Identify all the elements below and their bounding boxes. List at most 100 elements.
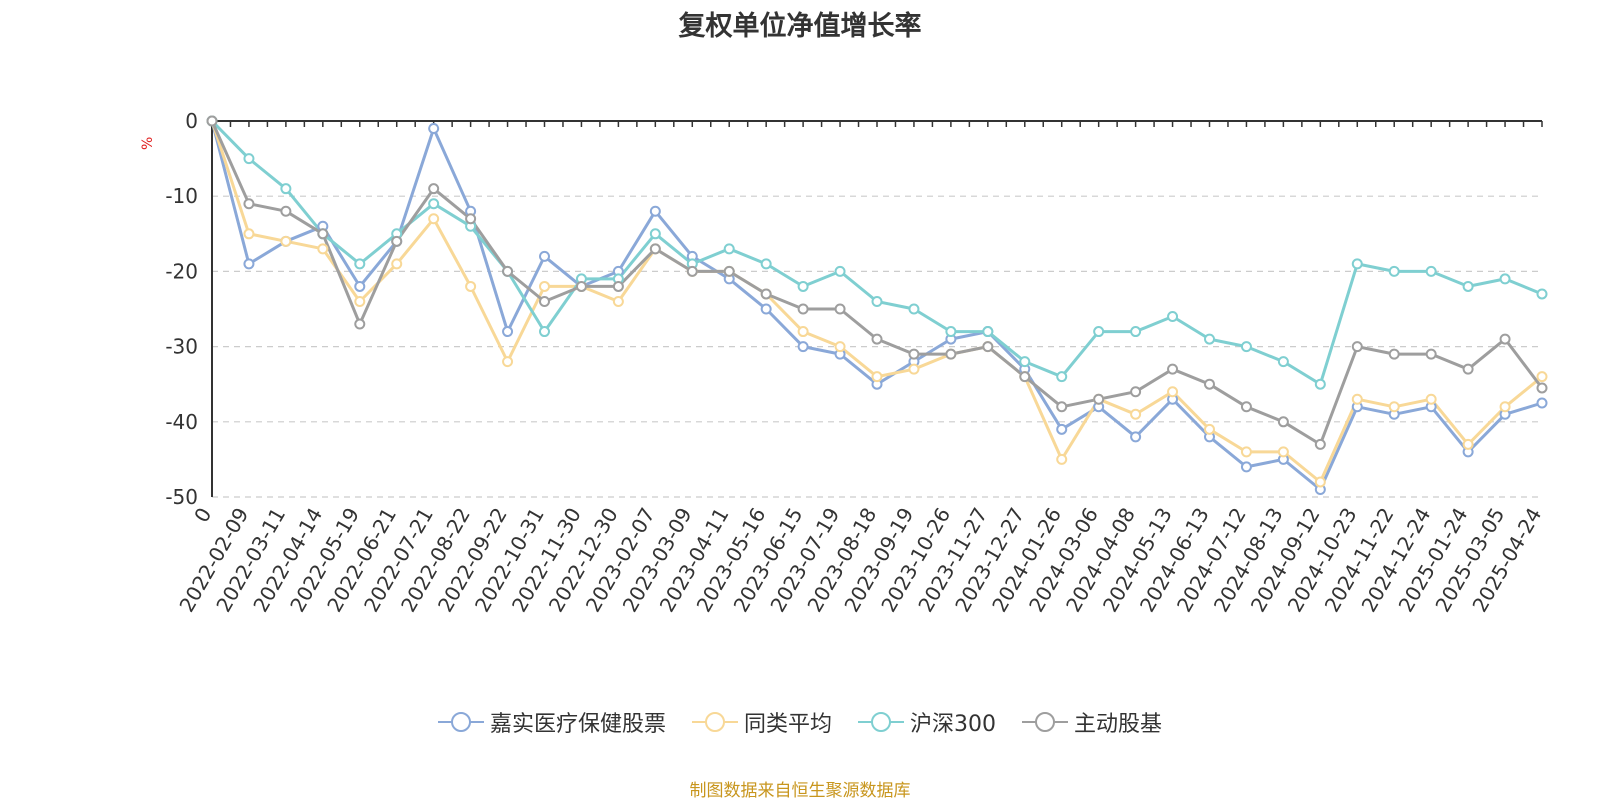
data-point-series-4 bbox=[1425, 348, 1437, 360]
series-line-4 bbox=[210, 120, 1544, 446]
data-point-series-3 bbox=[1277, 356, 1289, 368]
data-point-series-2 bbox=[465, 280, 477, 292]
data-point-series-2 bbox=[871, 371, 883, 383]
chart-title: 复权单位净值增长率 bbox=[678, 11, 922, 42]
data-point-series-3 bbox=[243, 153, 255, 165]
data-point-series-2 bbox=[1499, 401, 1511, 413]
data-point-series-4 bbox=[1536, 382, 1548, 394]
data-point-series-3 bbox=[871, 295, 883, 307]
legend-swatch-series-1 bbox=[437, 712, 484, 732]
data-point-series-2 bbox=[1167, 386, 1179, 398]
data-point-series-3 bbox=[280, 183, 292, 195]
legend: 嘉实医疗保健股票 同类平均 沪深300 主动股基 bbox=[0, 706, 1600, 738]
series-line-3 bbox=[210, 119, 1543, 386]
y-tick-label: -30 bbox=[165, 335, 198, 359]
data-point-series-3 bbox=[1425, 265, 1437, 277]
data-point-series-3 bbox=[1019, 356, 1031, 368]
data-point-series-4 bbox=[982, 341, 994, 353]
data-point-series-4 bbox=[206, 115, 218, 127]
data-point-series-4 bbox=[1204, 378, 1215, 390]
data-point-series-4 bbox=[1277, 416, 1289, 428]
data-point-series-3 bbox=[1314, 378, 1326, 390]
legend-swatch-series-4 bbox=[1022, 712, 1068, 732]
data-point-series-3 bbox=[1167, 311, 1179, 323]
data-point-series-4 bbox=[1167, 363, 1179, 375]
y-tick-label: -50 bbox=[165, 485, 198, 509]
data-point-series-4 bbox=[1240, 401, 1252, 413]
data-point-series-3 bbox=[1240, 341, 1252, 353]
y-tick-label: -10 bbox=[165, 184, 198, 208]
data-point-series-2 bbox=[428, 213, 440, 225]
data-point-series-3 bbox=[1536, 288, 1548, 300]
data-point-series-3 bbox=[1130, 326, 1142, 338]
data-point-series-3 bbox=[1093, 326, 1105, 338]
data-point-series-3 bbox=[945, 326, 957, 338]
data-point-series-4 bbox=[1019, 371, 1031, 383]
data-point-series-3 bbox=[797, 280, 809, 292]
data-point-series-3 bbox=[723, 243, 735, 255]
data-point-series-3 bbox=[539, 326, 550, 338]
data-point-series-4 bbox=[945, 348, 957, 360]
legend-item-series-3[interactable]: 沪深300 bbox=[858, 706, 996, 738]
data-point-series-4 bbox=[1314, 438, 1326, 450]
data-point-series-2 bbox=[317, 243, 329, 255]
data-point-series-4 bbox=[686, 265, 698, 277]
data-point-series-3 bbox=[1388, 265, 1400, 277]
data-point-series-3 bbox=[982, 326, 994, 338]
data-point-series-1 bbox=[1056, 423, 1068, 435]
data-point-series-4 bbox=[1056, 401, 1068, 413]
data-point-series-4 bbox=[797, 303, 809, 315]
legend-item-series-4[interactable]: 主动股基 bbox=[1022, 706, 1162, 738]
data-point-series-2 bbox=[1204, 423, 1215, 435]
data-point-series-4 bbox=[428, 183, 440, 195]
data-point-series-3 bbox=[649, 228, 661, 240]
data-point-series-2 bbox=[243, 228, 255, 240]
data-point-series-3 bbox=[1462, 280, 1474, 292]
series-markers bbox=[206, 115, 1548, 495]
legend-swatch-series-2 bbox=[691, 712, 738, 732]
data-point-series-4 bbox=[1351, 341, 1363, 353]
y-tick-label: -40 bbox=[165, 410, 198, 434]
data-point-series-3 bbox=[428, 198, 440, 210]
data-point-series-4 bbox=[1462, 363, 1474, 375]
grid-lines bbox=[212, 195, 1542, 498]
data-point-series-3 bbox=[354, 258, 366, 270]
x-tick-label: 0 bbox=[189, 504, 216, 527]
data-point-series-4 bbox=[1093, 393, 1105, 405]
legend-label-series-2: 同类平均 bbox=[743, 712, 832, 737]
data-point-series-1 bbox=[760, 303, 772, 315]
data-point-series-4 bbox=[723, 265, 735, 277]
data-point-series-2 bbox=[280, 235, 292, 247]
data-point-series-2 bbox=[1314, 476, 1326, 488]
data-point-series-4 bbox=[354, 318, 366, 330]
data-point-series-2 bbox=[1130, 408, 1142, 420]
legend-item-series-2[interactable]: 同类平均 bbox=[691, 706, 832, 738]
data-point-series-2 bbox=[1388, 401, 1400, 413]
data-point-series-2 bbox=[539, 280, 550, 292]
legend-label-series-1: 嘉实医疗保健股票 bbox=[489, 712, 666, 737]
legend-item-series-1[interactable]: 嘉实医疗保健股票 bbox=[437, 706, 666, 738]
data-point-series-4 bbox=[1499, 333, 1511, 345]
data-point-series-2 bbox=[1277, 446, 1289, 458]
data-point-series-3 bbox=[1499, 273, 1511, 285]
data-point-series-4 bbox=[834, 303, 846, 315]
data-point-series-1 bbox=[649, 205, 661, 217]
data-point-series-4 bbox=[465, 213, 477, 225]
data-point-series-1 bbox=[502, 326, 514, 338]
data-point-series-4 bbox=[502, 265, 514, 277]
data-point-series-4 bbox=[280, 205, 292, 217]
data-point-series-1 bbox=[428, 123, 440, 135]
axes: 0-10-20-30-40-5002022-02-092022-03-11202… bbox=[165, 109, 1546, 616]
data-point-series-2 bbox=[502, 356, 514, 368]
data-point-series-2 bbox=[612, 295, 624, 307]
data-point-series-3 bbox=[908, 303, 920, 315]
legend-label-series-3: 沪深300 bbox=[910, 712, 996, 737]
data-point-series-2 bbox=[1425, 393, 1437, 405]
data-point-series-3 bbox=[834, 265, 846, 277]
data-point-series-3 bbox=[760, 258, 772, 270]
y-tick-label: -20 bbox=[165, 259, 198, 283]
data-point-series-4 bbox=[317, 228, 329, 240]
data-point-series-2 bbox=[834, 341, 846, 353]
data-point-series-2 bbox=[908, 363, 920, 375]
